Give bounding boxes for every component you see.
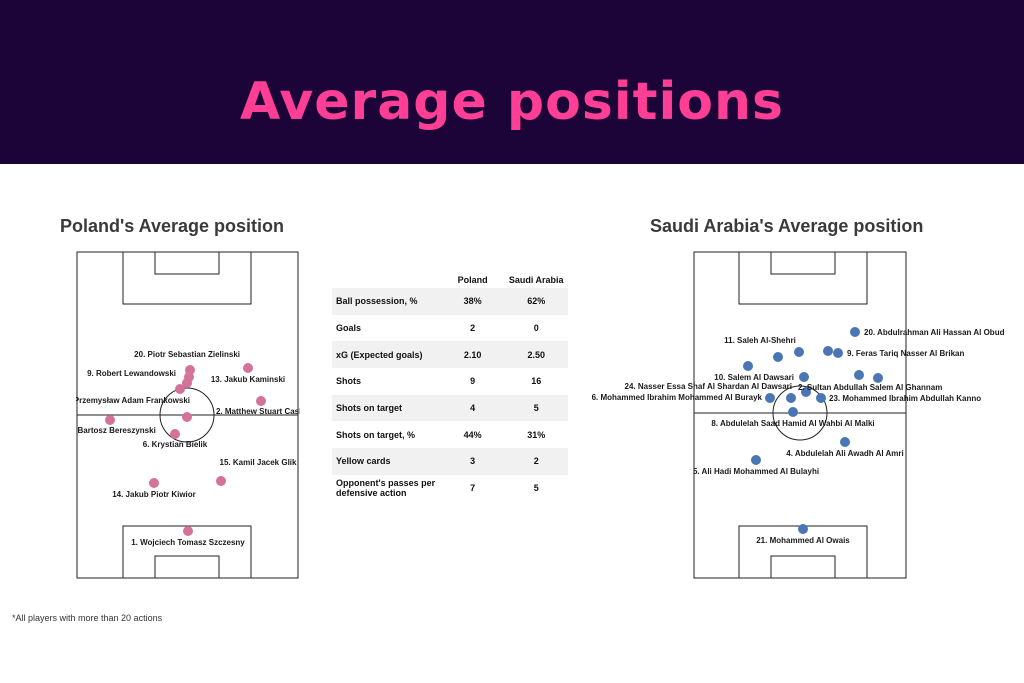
saudi-value: 2.50 [504, 341, 568, 369]
saudi-player-label: 24. Nasser Essa Shaf Al Shardan Al Dawsa… [625, 382, 792, 391]
table-row: Yellow cards 3 2 [332, 448, 568, 475]
table-row: Shots on target, % 44% 31% [332, 421, 568, 448]
poland-player-marker [256, 396, 266, 406]
saudi-player-marker [816, 393, 826, 403]
saudi-player-label: 20. Abdulrahman Ali Hassan Al Obud [864, 328, 1005, 337]
saudi-value: 2 [504, 448, 568, 475]
saudi-player-marker [801, 387, 811, 397]
saudi-player-marker [873, 373, 883, 383]
saudi-player-label: 4. Abdulelah Ali Awadh Al Amri [786, 449, 904, 458]
table-row: Shots 9 16 [332, 368, 568, 395]
saudi-player-marker [751, 455, 761, 465]
poland-player-marker [216, 476, 226, 486]
poland-player-marker [170, 429, 180, 439]
stat-label: xG (Expected goals) [332, 341, 441, 369]
footnote: *All players with more than 20 actions [12, 613, 163, 623]
poland-player-label: 6. Krystian Bielik [143, 440, 208, 449]
poland-player-marker [149, 478, 159, 488]
poland-player-marker [105, 415, 115, 425]
stats-header-label [332, 272, 441, 288]
page-title: Average positions [240, 72, 784, 132]
table-row: Ball possession, % 38% 62% [332, 288, 568, 315]
poland-player-label: 2. Matthew Stuart Cash [216, 407, 300, 416]
saudi-player-marker [840, 437, 850, 447]
match-stats-table: Poland Saudi Arabia Ball possession, % 38… [332, 272, 568, 502]
saudi-player-marker [765, 393, 775, 403]
stats-header-poland: Poland [457, 275, 488, 285]
saudi-player-label: 9. Feras Tariq Nasser Al Brikan [847, 349, 965, 358]
stats-header-saudi: Saudi Arabia [508, 275, 564, 285]
saudi-player-marker [833, 348, 843, 358]
poland-value: 38% [440, 288, 505, 315]
table-row: xG (Expected goals) 2.10 2.50 [332, 341, 568, 369]
poland-player-marker [182, 412, 192, 422]
poland-player-label: 18. Bartosz Bereszynski [76, 426, 156, 435]
saudi-pitch: 20. Abdulrahman Ali Hassan Al Obud 11. Sa… [592, 251, 1005, 579]
poland-player-label: 13. Jakub Kaminski [211, 375, 285, 384]
poland-value: 2.10 [440, 341, 505, 369]
poland-player-marker [183, 526, 193, 536]
saudi-player-label: 2. Sultan Abdullah Salem Al Ghannam [798, 383, 942, 392]
saudi-value: 0 [533, 323, 539, 334]
saudi-player-marker [799, 372, 809, 382]
poland-player-label: 20. Piotr Sebastian Zielinski [134, 350, 240, 359]
stat-label: Ball possession, % [332, 288, 441, 315]
saudi-value: 16 [531, 376, 542, 387]
poland-player-marker [182, 378, 192, 388]
poland-player-label: 9. Robert Lewandowski [87, 369, 176, 378]
poland-player-label: 15. Kamil Jacek Glik [220, 458, 297, 467]
poland-value: 3 [440, 448, 505, 475]
saudi-player-marker [798, 524, 808, 534]
poland-player-marks: 20. Piotr Sebastian Zielinski 9. Robert L… [76, 350, 300, 547]
saudi-player-marker [786, 393, 796, 403]
poland-player-marker [175, 384, 185, 394]
saudi-player-label: 5. Ali Hadi Mohammed Al Bulayhi [693, 467, 819, 476]
saudi-player-label: 23. Mohammed Ibrahim Abdullah Kanno [829, 394, 981, 403]
saudi-player-label: 6. Mohammed Ibrahim Mohammed Al Burayk [592, 393, 763, 402]
stats-header-row: Poland Saudi Arabia [332, 272, 568, 288]
saudi-value: 62% [504, 288, 568, 315]
poland-pitch: 20. Piotr Sebastian Zielinski 9. Robert L… [76, 251, 300, 579]
saudi-player-marker [743, 361, 753, 371]
stat-label: Shots on target [332, 394, 441, 422]
saudi-chart-title: Saudi Arabia's Average position [650, 216, 924, 236]
saudi-player-marks: 20. Abdulrahman Ali Hassan Al Obud 11. Sa… [592, 327, 1005, 545]
saudi-player-label: 10. Salem Al Dawsari [714, 373, 794, 382]
poland-chart-title: Poland's Average position [60, 216, 284, 236]
stat-label: Yellow cards [332, 448, 441, 475]
saudi-player-marker [823, 346, 833, 356]
poland-value: 2 [470, 323, 476, 334]
poland-player-marker [243, 363, 253, 373]
stat-label: Shots on target, % [336, 429, 416, 440]
stat-label: Opponent's passes per defensive action [336, 478, 436, 499]
saudi-value: 5 [533, 483, 539, 494]
pitch-lines [693, 251, 907, 579]
poland-value: 9 [470, 376, 476, 387]
poland-value: 4 [440, 394, 505, 422]
poland-value: 44% [463, 429, 482, 440]
poland-player-label: 1. Wojciech Tomasz Szczesny [131, 538, 245, 547]
stat-label: Goals [336, 323, 362, 334]
poland-player-label: 14. Jakub Piotr Kiwior [112, 490, 196, 499]
table-row: Opponent's passes per defensive action 7 5 [332, 475, 568, 502]
saudi-player-marker [850, 327, 860, 337]
saudi-player-label: 8. Abdulelah Saad Hamid Al Wahbi Al Malk… [711, 419, 874, 428]
poland-value: 7 [470, 483, 476, 494]
saudi-value: 31% [527, 429, 546, 440]
header-banner: Average positions [0, 0, 1024, 164]
saudi-player-marker [788, 407, 798, 417]
saudi-player-marker [794, 347, 804, 357]
table-row: Goals 2 0 [332, 315, 568, 342]
saudi-value: 5 [504, 394, 568, 422]
saudi-player-label: 11. Saleh Al-Shehri [724, 336, 796, 345]
saudi-player-label: 21. Mohammed Al Owais [756, 536, 850, 545]
saudi-player-marker [854, 370, 864, 380]
poland-player-label: 24. Przemysław Adam Frankowski [76, 396, 190, 405]
stat-label: Shots [336, 376, 362, 387]
saudi-player-marker [773, 352, 783, 362]
table-row: Shots on target 4 5 [332, 394, 568, 422]
